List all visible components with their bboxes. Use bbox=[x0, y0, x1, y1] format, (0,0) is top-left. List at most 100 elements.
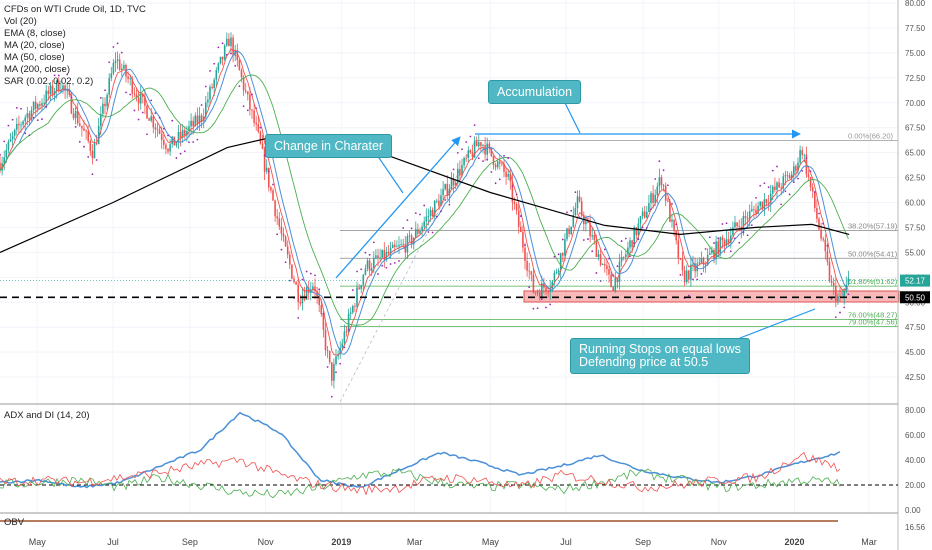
sar-dot bbox=[755, 196, 757, 199]
candle-body bbox=[375, 255, 377, 259]
price-badge-label: 50.50 bbox=[905, 293, 926, 302]
candle-body bbox=[526, 261, 528, 271]
candle-body bbox=[322, 314, 325, 330]
candle-body bbox=[433, 200, 436, 217]
candle-body bbox=[144, 96, 146, 106]
sar-dot bbox=[570, 209, 573, 212]
candle-body bbox=[223, 45, 226, 60]
ma-50-line bbox=[0, 74, 849, 326]
sar-dot bbox=[234, 64, 237, 67]
candle-body bbox=[478, 142, 480, 147]
candle-body bbox=[3, 157, 5, 164]
candle-body bbox=[482, 145, 484, 146]
candle-body bbox=[165, 144, 167, 149]
price-tick-label: 72.50 bbox=[905, 74, 926, 83]
sar-dot bbox=[385, 266, 388, 269]
adx-panel-title[interactable]: ADX and DI (14, 20) bbox=[4, 410, 90, 421]
candle-body bbox=[190, 120, 192, 127]
candle-body bbox=[49, 85, 52, 95]
obv-panel-title[interactable]: OBV bbox=[4, 517, 25, 528]
sar-dot bbox=[788, 193, 791, 196]
candle-body bbox=[496, 161, 499, 168]
candle-body bbox=[627, 247, 629, 255]
indicator-ema[interactable]: EMA (8, close) bbox=[4, 28, 66, 39]
grid-lines bbox=[0, 0, 898, 513]
sar-dot bbox=[721, 223, 724, 225]
candle-body bbox=[553, 272, 556, 282]
candle-body bbox=[545, 287, 547, 292]
sar-dot bbox=[608, 257, 610, 260]
sar-dot bbox=[528, 286, 531, 289]
candle-body bbox=[74, 110, 77, 119]
indicator-vol[interactable]: Vol (20) bbox=[4, 16, 37, 27]
candle-body bbox=[368, 260, 371, 271]
sar-dot bbox=[15, 107, 18, 109]
indicator-ma20[interactable]: MA (20, close) bbox=[4, 40, 65, 51]
indicator-sar[interactable]: SAR (0.02, 0.02, 0.2) bbox=[4, 76, 94, 87]
sar-dot bbox=[217, 46, 220, 49]
candle-body bbox=[681, 258, 684, 271]
indicator-ma200[interactable]: MA (200, close) bbox=[4, 64, 70, 75]
sar-dot bbox=[658, 160, 661, 163]
candle-body bbox=[423, 221, 425, 227]
sar-dot bbox=[364, 251, 367, 254]
candle-body bbox=[837, 296, 839, 302]
candle-body bbox=[387, 251, 390, 254]
candle-body bbox=[660, 177, 663, 186]
sar-dot bbox=[536, 307, 539, 310]
candle-body bbox=[358, 287, 360, 289]
candle-body bbox=[79, 123, 81, 126]
candle-body bbox=[847, 278, 850, 285]
sar-dot bbox=[326, 366, 329, 368]
time-tick-label: Mar bbox=[407, 537, 423, 547]
candle-body bbox=[826, 251, 829, 262]
annotation-accumulation: Accumulation bbox=[488, 80, 582, 104]
candle-body bbox=[427, 216, 430, 217]
candle-body bbox=[532, 274, 535, 293]
candle-body bbox=[370, 268, 373, 271]
sar-dot bbox=[104, 89, 106, 92]
fib-label: 61.80%(51.62) bbox=[848, 277, 898, 286]
sar-dot bbox=[738, 241, 741, 244]
candle-body bbox=[732, 227, 734, 236]
candle-body bbox=[690, 264, 692, 280]
sar-dot bbox=[167, 134, 169, 137]
sar-dot bbox=[511, 185, 514, 188]
sar-dot bbox=[641, 226, 644, 229]
sar-dot bbox=[209, 70, 211, 72]
sar-dot bbox=[57, 74, 60, 77]
sar-dot bbox=[192, 141, 195, 143]
candle-body bbox=[354, 306, 356, 307]
candle-body bbox=[683, 270, 686, 283]
sar-dot bbox=[133, 109, 136, 112]
candle-body bbox=[675, 231, 677, 241]
sar-dot bbox=[238, 85, 241, 88]
sar-dot bbox=[389, 263, 392, 265]
sar-dot bbox=[822, 222, 825, 225]
candle-body bbox=[326, 350, 329, 352]
sar-dot bbox=[3, 140, 6, 143]
sar-dot bbox=[767, 186, 770, 189]
sar-dot bbox=[410, 227, 413, 230]
indicator-ma50[interactable]: MA (50, close) bbox=[4, 52, 65, 63]
sar-dot bbox=[120, 51, 123, 54]
annotation-change-character: Change in Charater bbox=[265, 134, 393, 158]
candle-body bbox=[748, 211, 751, 220]
candle-body bbox=[692, 263, 694, 265]
candle-body bbox=[572, 215, 575, 227]
candle-body bbox=[597, 254, 600, 257]
sar-dot bbox=[654, 178, 657, 180]
sar-dot bbox=[280, 248, 283, 251]
candle-body bbox=[782, 176, 785, 189]
candle-body bbox=[9, 139, 12, 142]
sar-dot bbox=[255, 107, 258, 110]
sar-dot bbox=[368, 253, 371, 256]
candle-body bbox=[549, 288, 551, 292]
candle-body bbox=[641, 211, 644, 217]
candle-body bbox=[725, 239, 728, 246]
sar-dot bbox=[83, 145, 85, 148]
sar-dot bbox=[351, 289, 354, 291]
candle-body bbox=[307, 287, 310, 293]
annotation-running-stops: Running Stops on equal lows Defending pr… bbox=[570, 338, 750, 374]
